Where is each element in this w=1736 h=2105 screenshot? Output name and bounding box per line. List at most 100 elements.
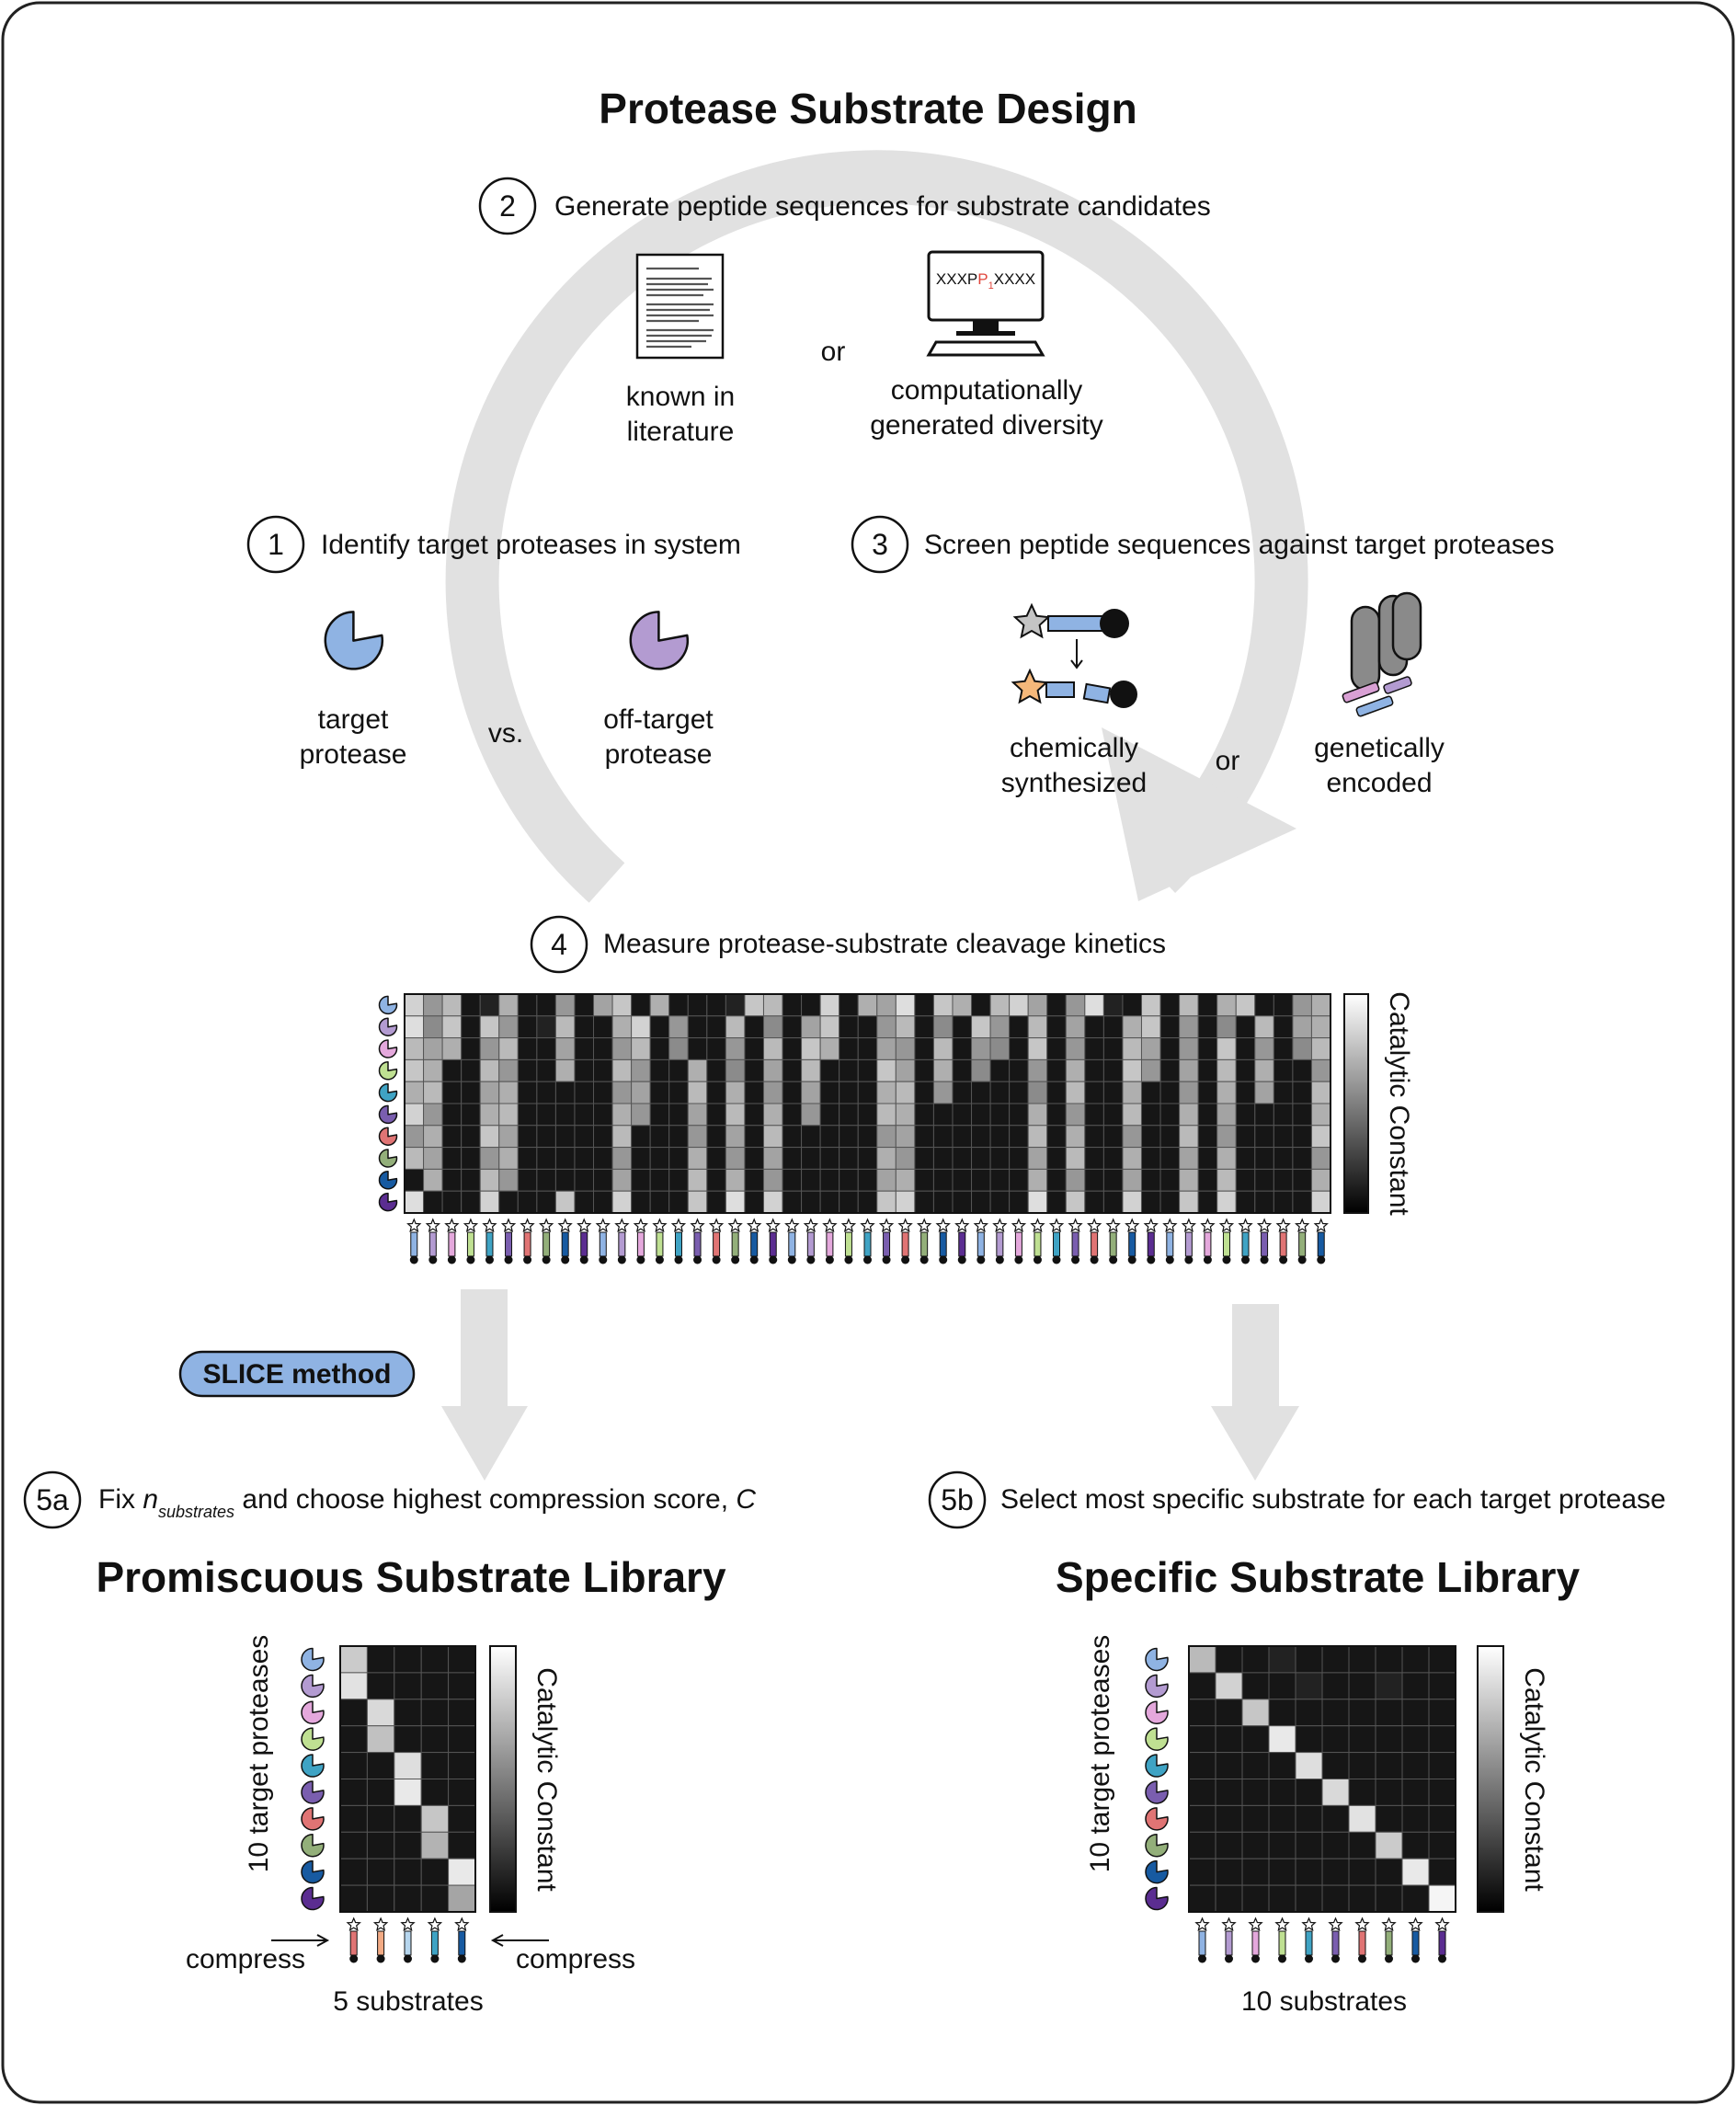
promiscuous-heatmap-cell	[366, 1858, 395, 1886]
main-heatmap-cell	[611, 1125, 633, 1149]
step-4-label: Measure protease-substrate cleavage kine…	[603, 929, 1166, 959]
substrate-peptide	[428, 1231, 437, 1257]
main-heatmap-cell	[782, 1125, 803, 1149]
substrate-star-icon	[1194, 1916, 1210, 1931]
main-heatmap-cell	[461, 1103, 481, 1127]
specific-heatmap-cell	[1295, 1752, 1323, 1779]
main-heatmap-cell	[461, 1125, 481, 1149]
substrate-star-icon	[1125, 1218, 1140, 1232]
main-heatmap-cell	[631, 1081, 651, 1104]
step-5b-label: Select most specific substrate for each …	[1000, 1484, 1666, 1515]
substrate-star-icon	[614, 1218, 630, 1232]
main-heatmap-cell	[839, 993, 859, 1017]
substrate-quencher-icon	[919, 1255, 929, 1264]
main-heatmap-cell	[1292, 1190, 1312, 1214]
substrate-peptide	[404, 1930, 412, 1956]
substrate-star-icon	[1313, 1218, 1329, 1232]
main-substrate-icon	[1294, 1218, 1310, 1264]
main-heatmap-cell	[479, 1147, 500, 1170]
promiscuous-heatmap-cell	[366, 1884, 395, 1913]
specific-heatmap-cell	[1295, 1884, 1323, 1913]
main-heatmap-cell	[423, 1147, 443, 1170]
main-heatmap-cell	[1009, 1168, 1029, 1192]
main-heatmap-cell	[554, 993, 576, 1017]
main-heatmap-cell	[461, 1058, 481, 1082]
substrate-quencher-icon	[1109, 1255, 1118, 1264]
main-heatmap-cell	[1065, 1103, 1086, 1127]
main-heatmap-cell	[517, 1037, 538, 1060]
main-heatmap-cell	[479, 1037, 500, 1060]
main-heatmap-cell	[1122, 1168, 1142, 1192]
target-protease-line-1: target	[318, 704, 389, 735]
substrate-star-icon	[652, 1218, 668, 1232]
main-heatmap-cell	[1273, 1147, 1294, 1170]
main-heatmap-cell	[593, 1147, 613, 1170]
specific-heatmap-cell	[1401, 1779, 1430, 1806]
main-heatmap-cell	[839, 1125, 859, 1149]
main-heatmap-cell	[423, 1037, 443, 1060]
specific-heatmap-cell	[1241, 1645, 1270, 1674]
promiscuous-heatmap-cell	[366, 1725, 395, 1754]
substrate-peptide	[618, 1231, 626, 1257]
main-substrate-icon	[727, 1218, 743, 1264]
main-heatmap-cell	[631, 1037, 651, 1060]
main-heatmap-cell	[1065, 1125, 1086, 1149]
main-heatmap-cell	[1254, 993, 1274, 1017]
main-heatmap-cell	[762, 1081, 783, 1104]
substrate-quencher-icon	[995, 1255, 1004, 1264]
substrate-star-icon	[708, 1218, 725, 1232]
specific-heatmap-cell	[1321, 1884, 1350, 1913]
main-heatmap-cell	[1065, 1081, 1086, 1104]
substrate-peptide	[1198, 1930, 1206, 1956]
main-heatmap-cell	[1310, 1125, 1331, 1149]
main-heatmap-cell	[762, 1103, 783, 1127]
promiscuous-heatmap-cell	[420, 1672, 450, 1700]
promiscuous-heatmap-cell	[339, 1831, 368, 1859]
substrate-star-icon	[973, 1218, 989, 1232]
main-substrate-icon	[897, 1218, 913, 1264]
main-heatmap-cell	[839, 1190, 859, 1214]
main-heatmap-cell	[1254, 1190, 1274, 1214]
substrate-quencher-icon	[1251, 1954, 1260, 1963]
compress-label-left: compress	[186, 1944, 305, 1974]
main-heatmap-cell	[725, 1037, 746, 1060]
substrate-peptide	[1279, 1231, 1287, 1257]
main-heatmap-cell	[1027, 1015, 1048, 1039]
main-heatmap-cell	[1140, 1081, 1161, 1104]
main-heatmap-cell	[857, 1015, 878, 1039]
main-heatmap-cell	[1065, 1147, 1086, 1170]
substrate-star-icon	[1162, 1218, 1178, 1232]
main-substrate-icon	[595, 1218, 611, 1264]
main-heatmap-cell	[1292, 1147, 1312, 1170]
substrate-quencher-icon	[457, 1954, 466, 1963]
specific-heatmap-cell	[1215, 1858, 1243, 1886]
promiscuous-heatmap-cell	[366, 1672, 395, 1700]
promiscuous-heatmap-cell	[394, 1752, 422, 1779]
substrate-peptide	[788, 1231, 796, 1257]
main-heatmap-cell	[1046, 1058, 1067, 1082]
substrate-peptide	[466, 1231, 474, 1257]
substrate-star-icon	[1381, 1916, 1397, 1931]
main-heatmap-cell	[971, 1081, 991, 1104]
promiscuous-protease-icon	[301, 1647, 325, 1672]
substrate-star-icon	[463, 1218, 479, 1232]
specific-substrate-icon	[1248, 1916, 1263, 1963]
main-heatmap-cell	[593, 1015, 613, 1039]
main-heatmap-cell	[914, 1125, 934, 1149]
main-heatmap-cell	[971, 1147, 991, 1170]
main-heatmap-cell	[706, 1081, 726, 1104]
main-heatmap-cell	[441, 1058, 463, 1082]
promiscuous-ylabel: 10 target proteases	[244, 1635, 274, 1873]
substrate-star-icon	[444, 1218, 460, 1232]
main-heatmap-cell	[536, 993, 556, 1017]
main-heatmap-cell	[1273, 1103, 1294, 1127]
substrate-quencher-icon	[466, 1255, 475, 1264]
main-heatmap-cell	[631, 1015, 651, 1039]
substrate-star-icon	[557, 1218, 573, 1232]
main-heatmap-cell	[536, 1125, 556, 1149]
target-protease-line-2: protease	[300, 739, 407, 770]
main-heatmap-cell	[517, 1190, 538, 1214]
substrate-star-icon	[1218, 1218, 1235, 1232]
main-heatmap-cell	[554, 1081, 576, 1104]
main-heatmap-cell	[593, 1168, 613, 1192]
